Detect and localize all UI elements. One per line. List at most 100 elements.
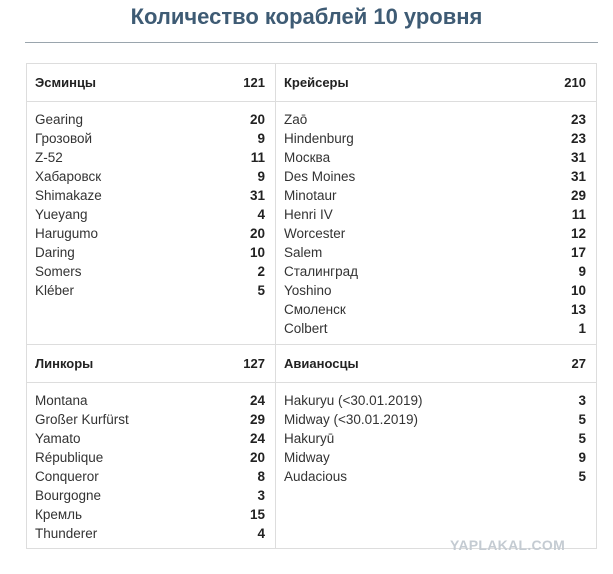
ship-row: Yoshino 10 — [284, 281, 586, 300]
ship-row: Сталинград 9 — [284, 262, 586, 281]
ship-row: Zaō 23 — [284, 110, 586, 129]
ship-count: 20 — [249, 112, 265, 127]
ship-name: Daring — [35, 245, 75, 260]
ship-row: Хабаровск 9 — [35, 167, 265, 186]
ship-row: Z-52 11 — [35, 148, 265, 167]
ship-row: Bourgogne 3 — [35, 486, 265, 505]
ship-name: Henri IV — [284, 207, 333, 222]
ship-row: Minotaur 29 — [284, 186, 586, 205]
ship-name: Z-52 — [35, 150, 63, 165]
ship-name: Hakuryu (<30.01.2019) — [284, 393, 423, 408]
ship-name: Des Moines — [284, 169, 356, 184]
ship-name: Грозовой — [35, 131, 93, 146]
ship-count: 29 — [249, 412, 265, 427]
ship-name: Kléber — [35, 283, 75, 298]
ship-row: Thunderer 4 — [35, 524, 265, 543]
section-header: Линкоры 127 — [27, 345, 275, 383]
ship-count: 13 — [570, 302, 586, 317]
ship-name: Audacious — [284, 469, 348, 484]
ship-row: Daring 10 — [35, 243, 265, 262]
ship-name: Colbert — [284, 321, 328, 336]
ship-row: Кремль 15 — [35, 505, 265, 524]
ship-row: Henri IV 11 — [284, 205, 586, 224]
ship-name: Hindenburg — [284, 131, 354, 146]
ship-count: 4 — [257, 526, 265, 541]
ship-count: 12 — [570, 226, 586, 241]
ship-count: 29 — [570, 188, 586, 203]
ship-count: 5 — [578, 431, 586, 446]
ship-row: Colbert 1 — [284, 319, 586, 338]
section: Крейсеры 210 Zaō 23 Hindenburg 23 Москва 31 Des … — [276, 64, 596, 345]
ship-list: Hakuryu (<30.01.2019) 3 Midway (<30.01.201… — [276, 383, 596, 486]
section-total: 27 — [571, 356, 586, 371]
ship-list: Zaō 23 Hindenburg 23 Москва 31 Des Moines 31 Min… — [276, 102, 596, 338]
ship-count: 15 — [249, 507, 265, 522]
ship-name: Montana — [35, 393, 88, 408]
section-header: Крейсеры 210 — [276, 64, 596, 102]
ship-count: 20 — [249, 226, 265, 241]
section: Авианосцы 27 Hakuryu (<30.01.2019) 3 Midway … — [276, 345, 596, 548]
ship-count: 1 — [578, 321, 586, 336]
ship-count: 17 — [570, 245, 586, 260]
ship-name: Сталинград — [284, 264, 358, 279]
ship-name: Yamato — [35, 431, 81, 446]
ship-count: 5 — [578, 412, 586, 427]
ship-name: Salem — [284, 245, 323, 260]
section-name: Авианосцы — [284, 356, 359, 371]
ship-list: Montana 24 Großer Kurfürst 29 Yamato 24 Républ… — [27, 383, 275, 543]
ship-count: 24 — [249, 431, 265, 446]
ship-row: Großer Kurfürst 29 — [35, 410, 265, 429]
ship-count: 23 — [570, 112, 586, 127]
section-name: Линкоры — [35, 356, 94, 371]
ship-row: Hindenburg 23 — [284, 129, 586, 148]
ship-row: Midway (<30.01.2019) 5 — [284, 410, 586, 429]
section: Эсминцы 121 Gearing 20 Грозовой 9 Z-52 11 Хабаро… — [27, 64, 276, 345]
ship-count: 3 — [257, 488, 265, 503]
ship-row: Midway 9 — [284, 448, 586, 467]
section-total: 121 — [243, 75, 265, 90]
section-header: Эсминцы 121 — [27, 64, 275, 102]
ship-name: Кремль — [35, 507, 83, 522]
ship-count: 9 — [257, 131, 265, 146]
title: Количество кораблей 10 уровня — [130, 4, 483, 29]
ship-count: 10 — [249, 245, 265, 260]
ship-row: Salem 17 — [284, 243, 586, 262]
ship-table: Эсминцы 121 Gearing 20 Грозовой 9 Z-52 11 Хабаро… — [26, 63, 597, 549]
ship-name: Хабаровск — [35, 169, 102, 184]
ship-row: Смоленск 13 — [284, 300, 586, 319]
ship-row: Harugumo 20 — [35, 224, 265, 243]
ship-name: Москва — [284, 150, 331, 165]
ship-count: 31 — [570, 169, 586, 184]
ship-count: 3 — [578, 393, 586, 408]
ship-name: Yoshino — [284, 283, 332, 298]
ship-count: 31 — [570, 150, 586, 165]
ship-row: Des Moines 31 — [284, 167, 586, 186]
ship-count: 10 — [570, 283, 586, 298]
ship-row: Somers 2 — [35, 262, 265, 281]
ship-name: Zaō — [284, 112, 308, 127]
ship-count: 31 — [249, 188, 265, 203]
ship-row: Conqueror 8 — [35, 467, 265, 486]
ship-row: Audacious 5 — [284, 467, 586, 486]
ship-row: Hakuryū 5 — [284, 429, 586, 448]
ship-count: 9 — [578, 264, 586, 279]
ship-list: Gearing 20 Грозовой 9 Z-52 11 Хабаровск 9 Shimak… — [27, 102, 275, 300]
section-name: Крейсеры — [284, 75, 349, 90]
ship-name: Worcester — [284, 226, 346, 241]
ship-row: Gearing 20 — [35, 110, 265, 129]
ship-count: 5 — [578, 469, 586, 484]
ship-count: 11 — [571, 207, 586, 222]
ship-name: Yueyang — [35, 207, 88, 222]
ship-row: République 20 — [35, 448, 265, 467]
ship-count: 8 — [257, 469, 265, 484]
section-total: 127 — [243, 356, 265, 371]
ship-count: 9 — [257, 169, 265, 184]
section: Линкоры 127 Montana 24 Großer Kurfürst 29 Yama… — [27, 345, 276, 548]
ship-count: 5 — [257, 283, 265, 298]
ship-count: 9 — [578, 450, 586, 465]
ship-name: Hakuryū — [284, 431, 335, 446]
ship-row: Montana 24 — [35, 391, 265, 410]
ship-name: République — [35, 450, 104, 465]
ship-name: Harugumo — [35, 226, 99, 241]
